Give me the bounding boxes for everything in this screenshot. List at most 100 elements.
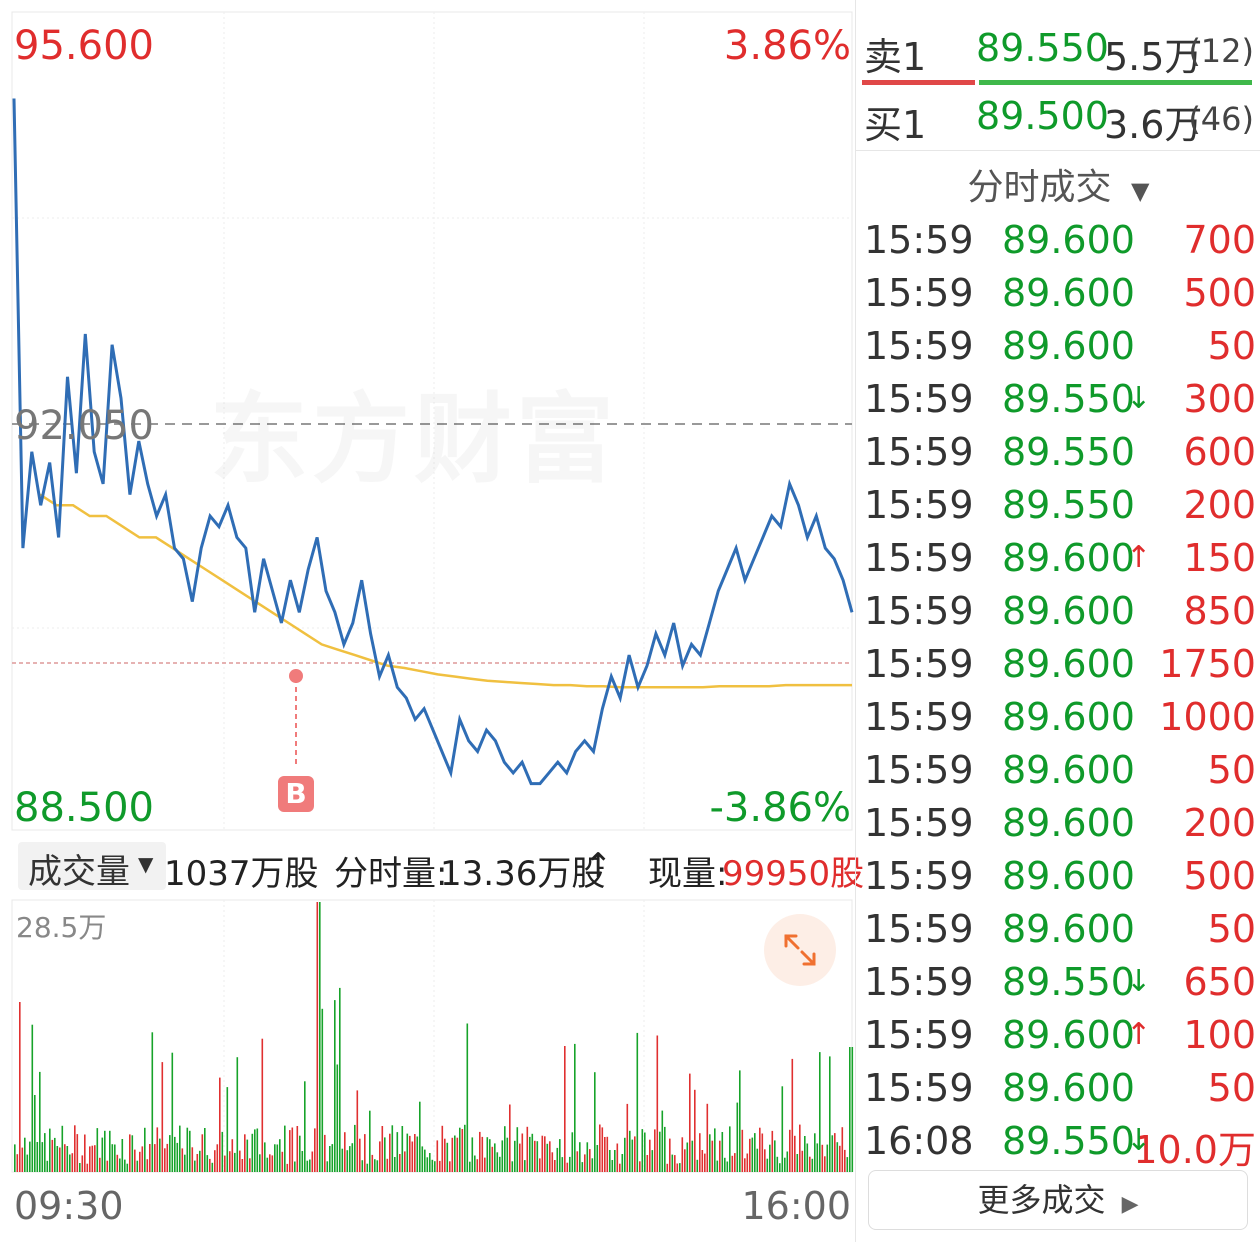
intraday-chart[interactable]: 东方财富 95.600 3.86% 92.050 88.500 -3.86% B… (0, 0, 864, 1242)
expand-icon (784, 934, 816, 966)
buy-marker-badge[interactable]: B (278, 776, 314, 812)
trade-row: 15:59 89.600 50 (864, 744, 1256, 797)
trade-price: 89.600 (1002, 1066, 1135, 1110)
trade-row: 15:59 89.600 100 ↑ (864, 1009, 1256, 1062)
price-min-label: 88.500 (14, 785, 154, 831)
quote-panel: 卖1 89.550 5.5万 (12) 买1 89.500 3.6万 (46) … (855, 0, 1260, 1242)
trade-volume: 300 (1183, 377, 1256, 421)
marker-dot (289, 669, 303, 683)
trade-time: 15:59 (864, 801, 974, 845)
trade-row: 15:59 89.550 200 (864, 479, 1256, 532)
trade-price: 89.550 (1002, 377, 1135, 421)
ref-price-label: 92.050 (14, 403, 154, 449)
trade-row: 15:59 89.600 700 (864, 214, 1256, 267)
more-trades-label: 更多成交 (977, 1181, 1106, 1219)
trade-time: 15:59 (864, 536, 974, 580)
price-chart-svg (11, 11, 854, 1173)
trade-row: 15:59 89.600 1750 (864, 638, 1256, 691)
trade-volume: 200 (1183, 483, 1256, 527)
divider (856, 150, 1260, 151)
trade-volume: 500 (1183, 854, 1256, 898)
trade-time: 15:59 (864, 960, 974, 1004)
trade-price: 89.550 (1002, 483, 1135, 527)
trade-volume: 1750 (1159, 642, 1256, 686)
trade-volume: 1000 (1159, 695, 1256, 739)
pct-min-label: -3.86% (709, 785, 851, 831)
current-volume-label: 现量: (648, 854, 728, 894)
caret-right-icon: ▶ (1121, 1192, 1139, 1217)
trade-time: 15:59 (864, 218, 974, 262)
expand-button[interactable] (764, 914, 836, 986)
trade-row: 15:59 89.550 600 (864, 426, 1256, 479)
trade-row: 15:59 89.550 300 ↓ (864, 373, 1256, 426)
sell-1-label: 卖1 (864, 35, 927, 79)
trade-time: 15:59 (864, 430, 974, 474)
price-line (12, 98, 854, 786)
trade-time: 15:59 (864, 271, 974, 315)
trade-volume: 600 (1183, 430, 1256, 474)
current-volume-value: 99950股 (722, 854, 865, 894)
trade-price: 89.600 (1002, 642, 1135, 686)
trade-price: 89.600 (1002, 271, 1135, 315)
trade-time: 15:59 (864, 1013, 974, 1057)
trade-volume: 650 (1183, 960, 1256, 1004)
trade-row: 16:08 89.550 10.0万 ↓ (864, 1115, 1256, 1172)
up-arrow-icon: ↑ (1126, 1017, 1152, 1052)
trade-price: 89.600 (1002, 854, 1135, 898)
trade-volume: 200 (1183, 801, 1256, 845)
trade-row: 15:59 89.600 200 (864, 797, 1256, 850)
trade-volume: 10.0万 (1133, 1128, 1256, 1172)
trade-volume: 150 (1183, 536, 1256, 580)
orderbook-sell-1[interactable]: 卖1 89.550 5.5万 (12) (864, 18, 1254, 79)
trade-time: 15:59 (864, 748, 974, 792)
up-arrow-icon: ↑ (1126, 540, 1152, 575)
trade-volume: 50 (1207, 748, 1256, 792)
orderbook-buy-1[interactable]: 买1 89.500 3.6万 (46) (864, 86, 1254, 147)
caret-down-icon: ▼ (1131, 177, 1150, 205)
trade-price: 89.550 (1002, 430, 1135, 474)
trade-time: 15:59 (864, 642, 974, 686)
trade-time: 15:59 (864, 907, 974, 951)
trade-row: 15:59 89.600 50 (864, 1062, 1256, 1115)
trade-row: 15:59 89.600 50 (864, 903, 1256, 956)
trade-volume: 50 (1207, 907, 1256, 951)
trade-row: 15:59 89.600 50 (864, 320, 1256, 373)
volume-toolbar: 成交量 ▼ 1037万股 分时量: 13.36万股 ↑ 现量: 99950股 (12, 840, 864, 896)
caret-down-icon: ▼ (138, 852, 154, 876)
trade-time: 15:59 (864, 695, 974, 739)
average-price-line (39, 493, 852, 689)
more-trades-button[interactable]: 更多成交 ▶ (868, 1170, 1248, 1230)
volume-indicator-dropdown[interactable]: 成交量 ▼ (18, 842, 166, 892)
trade-time: 15:59 (864, 1066, 974, 1110)
pct-max-label: 3.86% (723, 23, 851, 69)
trade-time: 15:59 (864, 483, 974, 527)
buy-1-count: (46) (1188, 100, 1254, 138)
trades-list: 15:59 89.600 700 15:59 89.600 500 15:59 89.600 5… (856, 214, 1260, 1172)
trade-price: 89.600 (1002, 907, 1135, 951)
up-arrow-icon: ↑ (584, 846, 613, 886)
trades-header-dropdown[interactable]: 分时成交 ▼ (856, 158, 1260, 208)
trade-volume: 50 (1207, 324, 1256, 368)
trade-price: 89.550 (1002, 1119, 1135, 1163)
minute-volume-label: 分时量: (334, 854, 448, 894)
trades-header-label: 分时成交 (967, 167, 1112, 208)
trade-price: 89.600 (1002, 536, 1135, 580)
trade-volume: 700 (1183, 218, 1256, 262)
sell-1-price: 89.550 (976, 26, 1109, 70)
trade-price: 89.600 (1002, 748, 1135, 792)
trade-volume: 850 (1183, 589, 1256, 633)
trade-time: 15:59 (864, 324, 974, 368)
trade-row: 15:59 89.550 650 ↓ (864, 956, 1256, 1009)
down-arrow-icon: ↓ (1126, 1123, 1152, 1158)
trade-price: 89.600 (1002, 589, 1135, 633)
trade-volume: 100 (1183, 1013, 1256, 1057)
buy-1-price: 89.500 (976, 94, 1109, 138)
price-max-label: 95.600 (14, 23, 154, 69)
trade-price: 89.600 (1002, 695, 1135, 739)
trade-volume: 500 (1183, 271, 1256, 315)
volume-indicator-label: 成交量 (28, 852, 130, 892)
trade-time: 16:08 (864, 1119, 974, 1163)
volume-axis-max: 28.5万 (16, 911, 107, 944)
buy-1-volume: 3.6万 (1104, 103, 1203, 147)
trade-row: 15:59 89.600 150 ↑ (864, 532, 1256, 585)
